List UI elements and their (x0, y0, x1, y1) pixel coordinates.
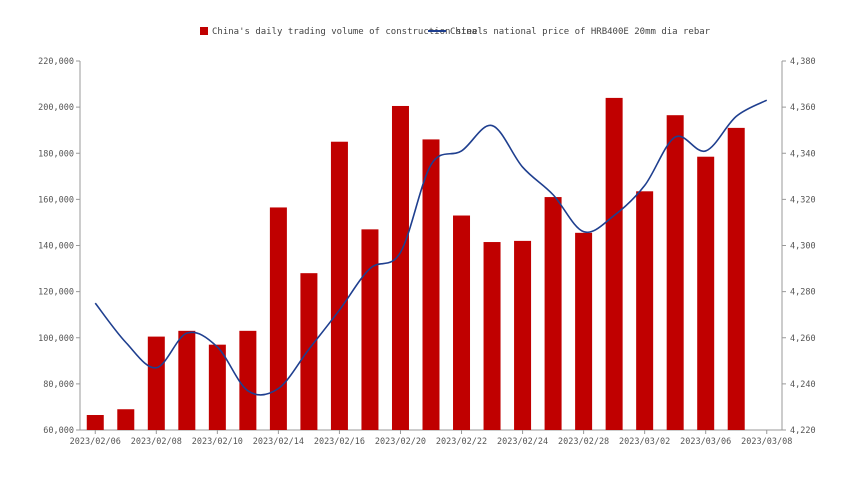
y-left-tick-label: 200,000 (38, 103, 74, 113)
y-axis-right: 4,220 4,240 4,260 4,280 4,300 4,320 4,340 4,360… (781, 57, 816, 436)
x-tick-label: 2023/03/02 (619, 437, 670, 447)
bar (361, 229, 379, 430)
bar (666, 115, 684, 431)
y-right-tick-label: 4,240 (790, 380, 816, 390)
y-left-tick-label: 60,000 (43, 426, 74, 436)
x-tick-label: 2023/02/22 (436, 437, 487, 447)
y-right-tick-label: 4,260 (790, 334, 816, 344)
price-line (94, 99, 768, 396)
y-left-tick-label: 80,000 (43, 380, 74, 390)
bar (269, 207, 287, 430)
bar (514, 240, 532, 430)
legend: China's daily trading volume of construc… (200, 27, 711, 37)
y-right-tick-label: 4,340 (790, 149, 816, 159)
legend-label-line: China's national price of HRB400E 20mm d… (450, 27, 711, 37)
x-tick-label: 2023/03/08 (741, 437, 792, 447)
bar (636, 191, 654, 430)
x-tick-label: 2023/03/06 (680, 437, 731, 447)
bar (605, 97, 623, 431)
y-right-tick-label: 4,280 (790, 288, 816, 298)
bar (147, 336, 165, 430)
bar (330, 141, 348, 430)
bar (422, 139, 440, 430)
bar (544, 197, 562, 430)
bar (117, 409, 135, 430)
legend-swatch-bar (200, 27, 208, 35)
x-tick-label: 2023/02/06 (70, 437, 121, 447)
x-tick-label: 2023/02/08 (131, 437, 182, 447)
y-right-tick-label: 4,320 (790, 195, 816, 205)
legend-label-bar: China's daily trading volume of construc… (212, 27, 483, 37)
x-tick-label: 2023/02/10 (192, 437, 243, 447)
bar (697, 156, 715, 430)
bar (86, 415, 104, 430)
bar (178, 330, 196, 430)
bar (239, 330, 257, 430)
x-tick-label: 2023/02/16 (314, 437, 365, 447)
y-right-tick-label: 4,220 (790, 426, 816, 436)
y-left-tick-label: 180,000 (38, 149, 74, 159)
bar (208, 344, 226, 430)
bar (483, 242, 501, 430)
y-left-tick-label: 120,000 (38, 288, 74, 298)
y-left-tick-label: 160,000 (38, 195, 74, 205)
x-tick-label: 2023/02/20 (375, 437, 426, 447)
bar (391, 105, 409, 431)
x-tick-label: 2023/02/14 (253, 437, 304, 447)
y-left-tick-label: 100,000 (38, 334, 74, 344)
line-series (94, 99, 768, 396)
bar (727, 127, 745, 430)
x-axis: 2023/02/06 2023/02/08 2023/02/10 2023/02/14… (70, 429, 792, 447)
y-left-tick-label: 140,000 (38, 242, 74, 252)
y-left-tick-label: 220,000 (38, 57, 74, 67)
y-right-tick-label: 4,360 (790, 103, 816, 113)
bar-series (86, 97, 745, 431)
y-axis-left: 60,000 80,000 100,000 120,000 140,000 160,000… (38, 57, 81, 436)
bar (453, 215, 471, 430)
bar (300, 273, 318, 430)
x-tick-label: 2023/02/24 (497, 437, 548, 447)
y-right-tick-label: 4,380 (790, 57, 816, 67)
bar (575, 232, 593, 430)
x-tick-label: 2023/02/28 (558, 437, 609, 447)
y-right-tick-label: 4,300 (790, 242, 816, 252)
